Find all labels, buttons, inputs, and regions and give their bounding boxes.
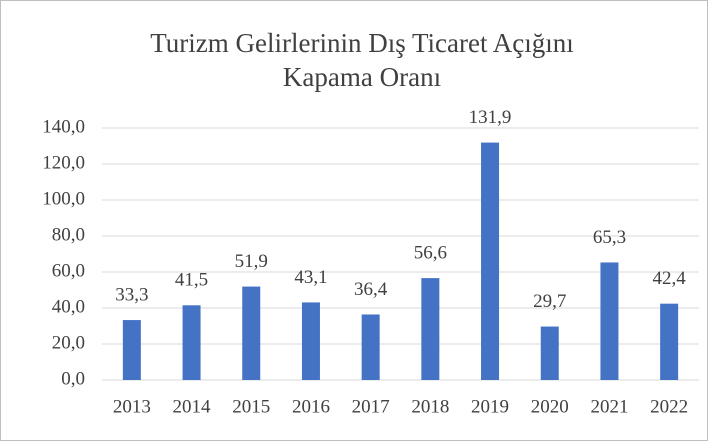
bar <box>421 278 440 380</box>
x-tick-label: 2014 <box>173 396 212 417</box>
x-tick-label: 2013 <box>113 396 151 417</box>
bar <box>481 142 500 380</box>
chart-title: Kapama Oranı <box>283 62 441 92</box>
y-tick-label: 60,0 <box>52 260 85 281</box>
x-tick-label: 2019 <box>471 396 509 417</box>
data-label: 42,4 <box>653 268 687 289</box>
bar <box>660 303 679 380</box>
x-tick-label: 2018 <box>411 396 449 417</box>
y-tick-label: 40,0 <box>52 296 85 317</box>
bar <box>361 314 380 380</box>
x-tick-label: 2022 <box>650 396 688 417</box>
bar <box>540 326 559 380</box>
y-tick-label: 100,0 <box>42 188 85 209</box>
bar <box>600 262 619 380</box>
data-label: 41,5 <box>175 270 208 291</box>
data-label: 36,4 <box>354 279 388 300</box>
x-tick-label: 2020 <box>531 396 569 417</box>
bar <box>301 302 320 380</box>
data-label: 29,7 <box>533 291 566 312</box>
y-tick-label: 0,0 <box>61 368 85 389</box>
bar <box>122 320 141 380</box>
x-tick-label: 2021 <box>590 396 628 417</box>
x-tick-label: 2015 <box>232 396 270 417</box>
data-label: 33,3 <box>115 284 148 305</box>
x-tick-label: 2017 <box>352 396 390 417</box>
y-tick-label: 120,0 <box>42 152 85 173</box>
y-tick-label: 20,0 <box>52 332 85 353</box>
data-label: 131,9 <box>469 107 512 128</box>
chart-title: Turizm Gelirlerinin Dış Ticaret Açığını <box>150 28 573 58</box>
x-tick-label: 2016 <box>292 396 330 417</box>
data-label: 65,3 <box>593 227 626 248</box>
data-label: 56,6 <box>414 242 447 263</box>
bar <box>182 305 201 380</box>
y-tick-label: 140,0 <box>42 116 85 137</box>
y-tick-label: 80,0 <box>52 224 85 245</box>
data-label: 51,9 <box>235 251 268 272</box>
bar <box>242 286 261 380</box>
data-label: 43,1 <box>294 267 327 288</box>
